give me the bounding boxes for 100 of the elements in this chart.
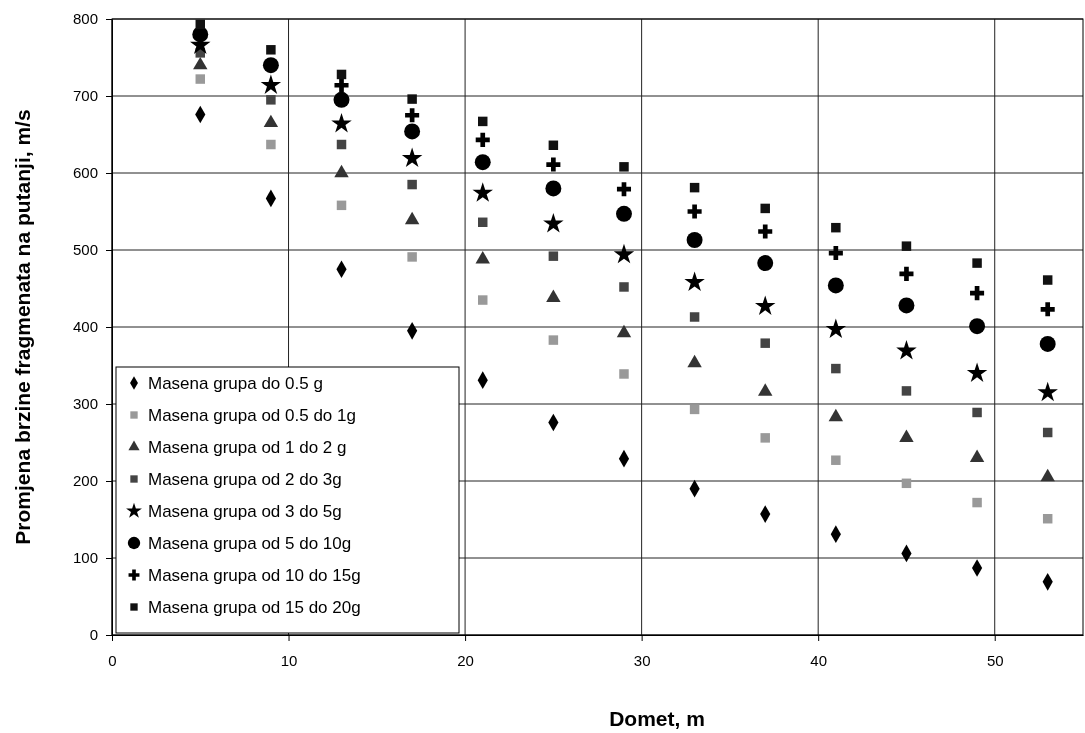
point xyxy=(616,182,632,197)
point xyxy=(475,132,490,147)
point xyxy=(754,295,776,315)
x-tick-label: 30 xyxy=(633,651,651,669)
point xyxy=(616,205,632,222)
x-tick-label: 50 xyxy=(986,651,1004,669)
point xyxy=(689,404,700,415)
point xyxy=(401,147,423,168)
point xyxy=(1042,427,1053,438)
point xyxy=(1040,468,1055,482)
point xyxy=(336,69,347,80)
point xyxy=(901,386,912,396)
point xyxy=(266,95,276,105)
point xyxy=(828,408,844,422)
point xyxy=(827,277,844,294)
point xyxy=(543,213,564,233)
y-tick-label: 500 xyxy=(72,241,98,259)
point xyxy=(546,289,561,302)
point xyxy=(546,157,561,172)
point xyxy=(195,74,206,84)
point xyxy=(407,252,417,262)
y-tick-label: 200 xyxy=(72,472,98,490)
point xyxy=(969,449,985,463)
y-tick-label: 0 xyxy=(89,626,98,644)
point xyxy=(478,116,488,127)
point xyxy=(1037,381,1058,402)
point xyxy=(758,383,773,396)
point xyxy=(405,108,420,123)
legend-label: Masena grupa od 1 do 2 g xyxy=(148,438,347,457)
point xyxy=(899,266,914,281)
point xyxy=(1040,302,1055,317)
point xyxy=(260,74,282,94)
point xyxy=(901,241,912,251)
point xyxy=(619,369,629,379)
point xyxy=(689,312,700,322)
point xyxy=(758,224,773,239)
point xyxy=(613,243,635,264)
point xyxy=(478,217,488,228)
x-tick-label: 10 xyxy=(280,651,298,669)
point xyxy=(760,338,770,348)
point xyxy=(831,363,841,374)
point xyxy=(689,182,700,193)
legend-label: Masena grupa od 15 do 20g xyxy=(148,598,361,617)
y-axis-title: Promjena brzine fragmenata na putanji, m/s xyxy=(11,109,34,545)
point xyxy=(898,297,915,314)
legend-label: Masena grupa od 5 do 10g xyxy=(148,534,352,553)
point xyxy=(687,354,702,368)
legend-label: Masena grupa od 3 do 5g xyxy=(148,502,342,521)
x-axis-title: Domet, m xyxy=(609,707,705,730)
y-tick-label: 300 xyxy=(72,395,98,413)
point xyxy=(193,56,208,70)
point xyxy=(331,112,352,133)
legend-label: Masena grupa od 0.5 do 1g xyxy=(148,406,356,425)
point xyxy=(474,154,491,171)
point xyxy=(548,335,559,345)
point xyxy=(475,250,490,264)
point xyxy=(1042,275,1053,285)
point xyxy=(334,164,349,178)
x-tick-label: 20 xyxy=(457,651,474,669)
point xyxy=(831,222,841,233)
legend-label: Masena grupa od 10 do 15g xyxy=(148,566,361,585)
point xyxy=(760,203,770,214)
point xyxy=(686,232,703,248)
point xyxy=(901,478,912,489)
point xyxy=(972,407,982,418)
y-tick-label: 600 xyxy=(72,164,98,182)
point xyxy=(831,455,841,465)
point xyxy=(969,318,986,335)
x-tick-label: 0 xyxy=(108,651,117,669)
point xyxy=(333,91,350,108)
point xyxy=(619,282,629,292)
point xyxy=(760,433,770,443)
point xyxy=(404,211,420,225)
point xyxy=(619,162,629,172)
point xyxy=(548,140,559,151)
point xyxy=(825,318,847,339)
point xyxy=(266,45,276,55)
point xyxy=(334,78,349,93)
point xyxy=(407,94,417,104)
point xyxy=(336,139,347,150)
point xyxy=(263,114,279,128)
point xyxy=(1042,513,1053,524)
point xyxy=(757,255,774,272)
point xyxy=(545,180,562,197)
legend-label: Masena grupa do 0.5 g xyxy=(148,374,323,393)
point xyxy=(548,251,559,261)
point xyxy=(896,340,917,360)
point xyxy=(966,362,988,382)
point xyxy=(687,204,702,219)
y-tick-label: 100 xyxy=(72,549,98,567)
point xyxy=(616,324,632,338)
point xyxy=(472,182,493,202)
point xyxy=(266,139,276,150)
y-tick-label: 700 xyxy=(72,87,98,105)
point xyxy=(1039,335,1056,352)
point xyxy=(828,246,843,261)
point xyxy=(478,295,488,305)
point xyxy=(407,179,417,190)
point xyxy=(262,57,279,74)
x-tick-label: 40 xyxy=(810,651,828,669)
